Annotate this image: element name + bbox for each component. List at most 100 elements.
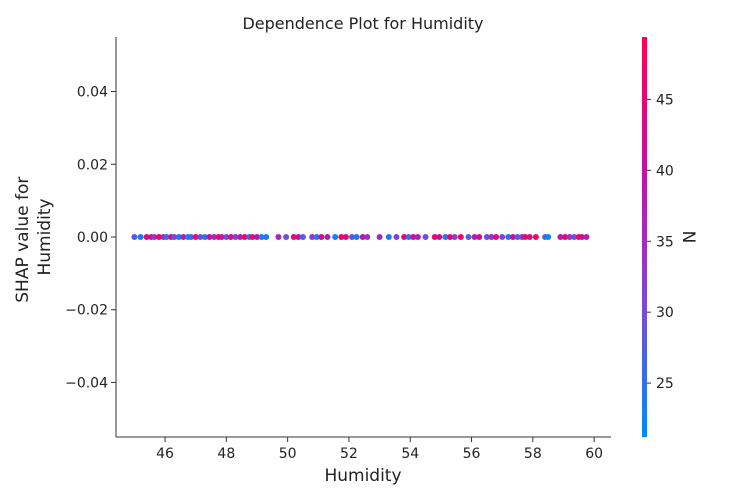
data-point <box>275 234 282 240</box>
data-point <box>206 234 213 240</box>
data-point <box>353 234 360 240</box>
data-point <box>180 234 187 240</box>
y-axis-ticks: −0.04 −0.02 0.00 0.02 0.04 <box>65 85 116 391</box>
data-point <box>532 234 539 240</box>
data-point <box>249 234 256 240</box>
chart-title: Dependence Plot for Humidity <box>242 14 483 33</box>
data-point <box>338 234 345 240</box>
colorbar-tick-label: 45 <box>656 92 674 108</box>
data-point <box>583 234 590 240</box>
x-tick-label: 46 <box>156 446 174 462</box>
data-point <box>188 234 195 240</box>
data-point <box>526 234 533 240</box>
data-point <box>410 234 417 240</box>
y-tick-label: 0.02 <box>77 157 108 173</box>
y-tick-label: −0.02 <box>65 303 108 319</box>
data-point <box>562 234 569 240</box>
colorbar-tick-label: 40 <box>656 163 674 179</box>
data-point <box>295 234 302 240</box>
data-point <box>342 234 349 240</box>
colorbar-tick-label: 35 <box>656 234 674 250</box>
data-point <box>499 234 506 240</box>
data-point <box>223 234 230 240</box>
colorbar-label: N <box>678 231 698 244</box>
data-point <box>137 234 144 240</box>
data-point <box>447 234 454 240</box>
data-point <box>227 234 234 240</box>
x-tick-label: 50 <box>279 446 297 462</box>
data-point <box>451 234 458 240</box>
data-point <box>241 234 248 240</box>
data-point <box>505 234 512 240</box>
data-point <box>364 234 371 240</box>
data-point <box>578 234 585 240</box>
data-point <box>514 234 521 240</box>
y-axis-label-line-2: Humidity <box>35 198 55 275</box>
colorbar-tick-label: 25 <box>656 376 674 392</box>
data-point <box>483 234 490 240</box>
y-axis-label-line-1: SHAP value for <box>13 177 33 303</box>
data-point <box>211 234 218 240</box>
data-point <box>509 234 516 240</box>
y-tick-label: 0.04 <box>77 85 108 101</box>
data-point <box>253 234 260 240</box>
colorbar-ticks: 25 30 35 40 45 <box>647 92 674 392</box>
data-point <box>488 234 495 240</box>
y-axis-label: SHAP value for Humidity <box>13 171 55 302</box>
colorbar <box>642 37 647 437</box>
data-point <box>401 234 408 240</box>
x-axis-ticks: 46 48 50 52 54 56 58 60 <box>156 437 603 462</box>
data-point <box>131 234 138 240</box>
x-tick-label: 60 <box>585 446 603 462</box>
data-point <box>290 234 297 240</box>
data-point <box>232 234 239 240</box>
x-tick-label: 48 <box>217 446 235 462</box>
data-point <box>414 234 421 240</box>
x-tick-label: 56 <box>463 446 481 462</box>
data-point <box>197 234 204 240</box>
data-point <box>522 234 529 240</box>
data-point <box>442 234 449 240</box>
x-tick-label: 58 <box>524 446 542 462</box>
data-point <box>318 234 325 240</box>
data-point <box>313 234 320 240</box>
y-tick-label: −0.04 <box>65 375 108 391</box>
data-point <box>376 234 383 240</box>
data-point <box>436 234 443 240</box>
data-point <box>349 234 356 240</box>
scatter-points <box>131 234 590 240</box>
data-point <box>283 234 290 240</box>
data-point <box>163 234 170 240</box>
data-point <box>566 234 573 240</box>
data-point <box>218 234 225 240</box>
data-point <box>201 234 208 240</box>
data-point <box>571 234 578 240</box>
data-point <box>143 234 150 240</box>
colorbar-tick-label: 30 <box>656 305 674 321</box>
data-point <box>359 234 366 240</box>
y-tick-label: 0.00 <box>77 230 108 246</box>
data-point <box>385 234 392 240</box>
data-point <box>457 234 464 240</box>
data-point <box>431 234 438 240</box>
data-point <box>471 234 478 240</box>
data-point <box>557 234 564 240</box>
data-point <box>151 234 158 240</box>
data-point <box>299 234 306 240</box>
x-tick-label: 52 <box>340 446 358 462</box>
data-point <box>493 234 500 240</box>
x-axis-label: Humidity <box>324 466 401 486</box>
data-point <box>324 234 331 240</box>
data-point <box>405 234 412 240</box>
data-point <box>263 234 270 240</box>
data-point <box>258 234 265 240</box>
data-point <box>155 234 162 240</box>
data-point <box>175 234 182 240</box>
data-point <box>393 234 400 240</box>
data-point <box>545 234 552 240</box>
data-point <box>465 234 472 240</box>
data-point <box>309 234 316 240</box>
data-point <box>476 234 483 240</box>
data-point <box>171 234 178 240</box>
